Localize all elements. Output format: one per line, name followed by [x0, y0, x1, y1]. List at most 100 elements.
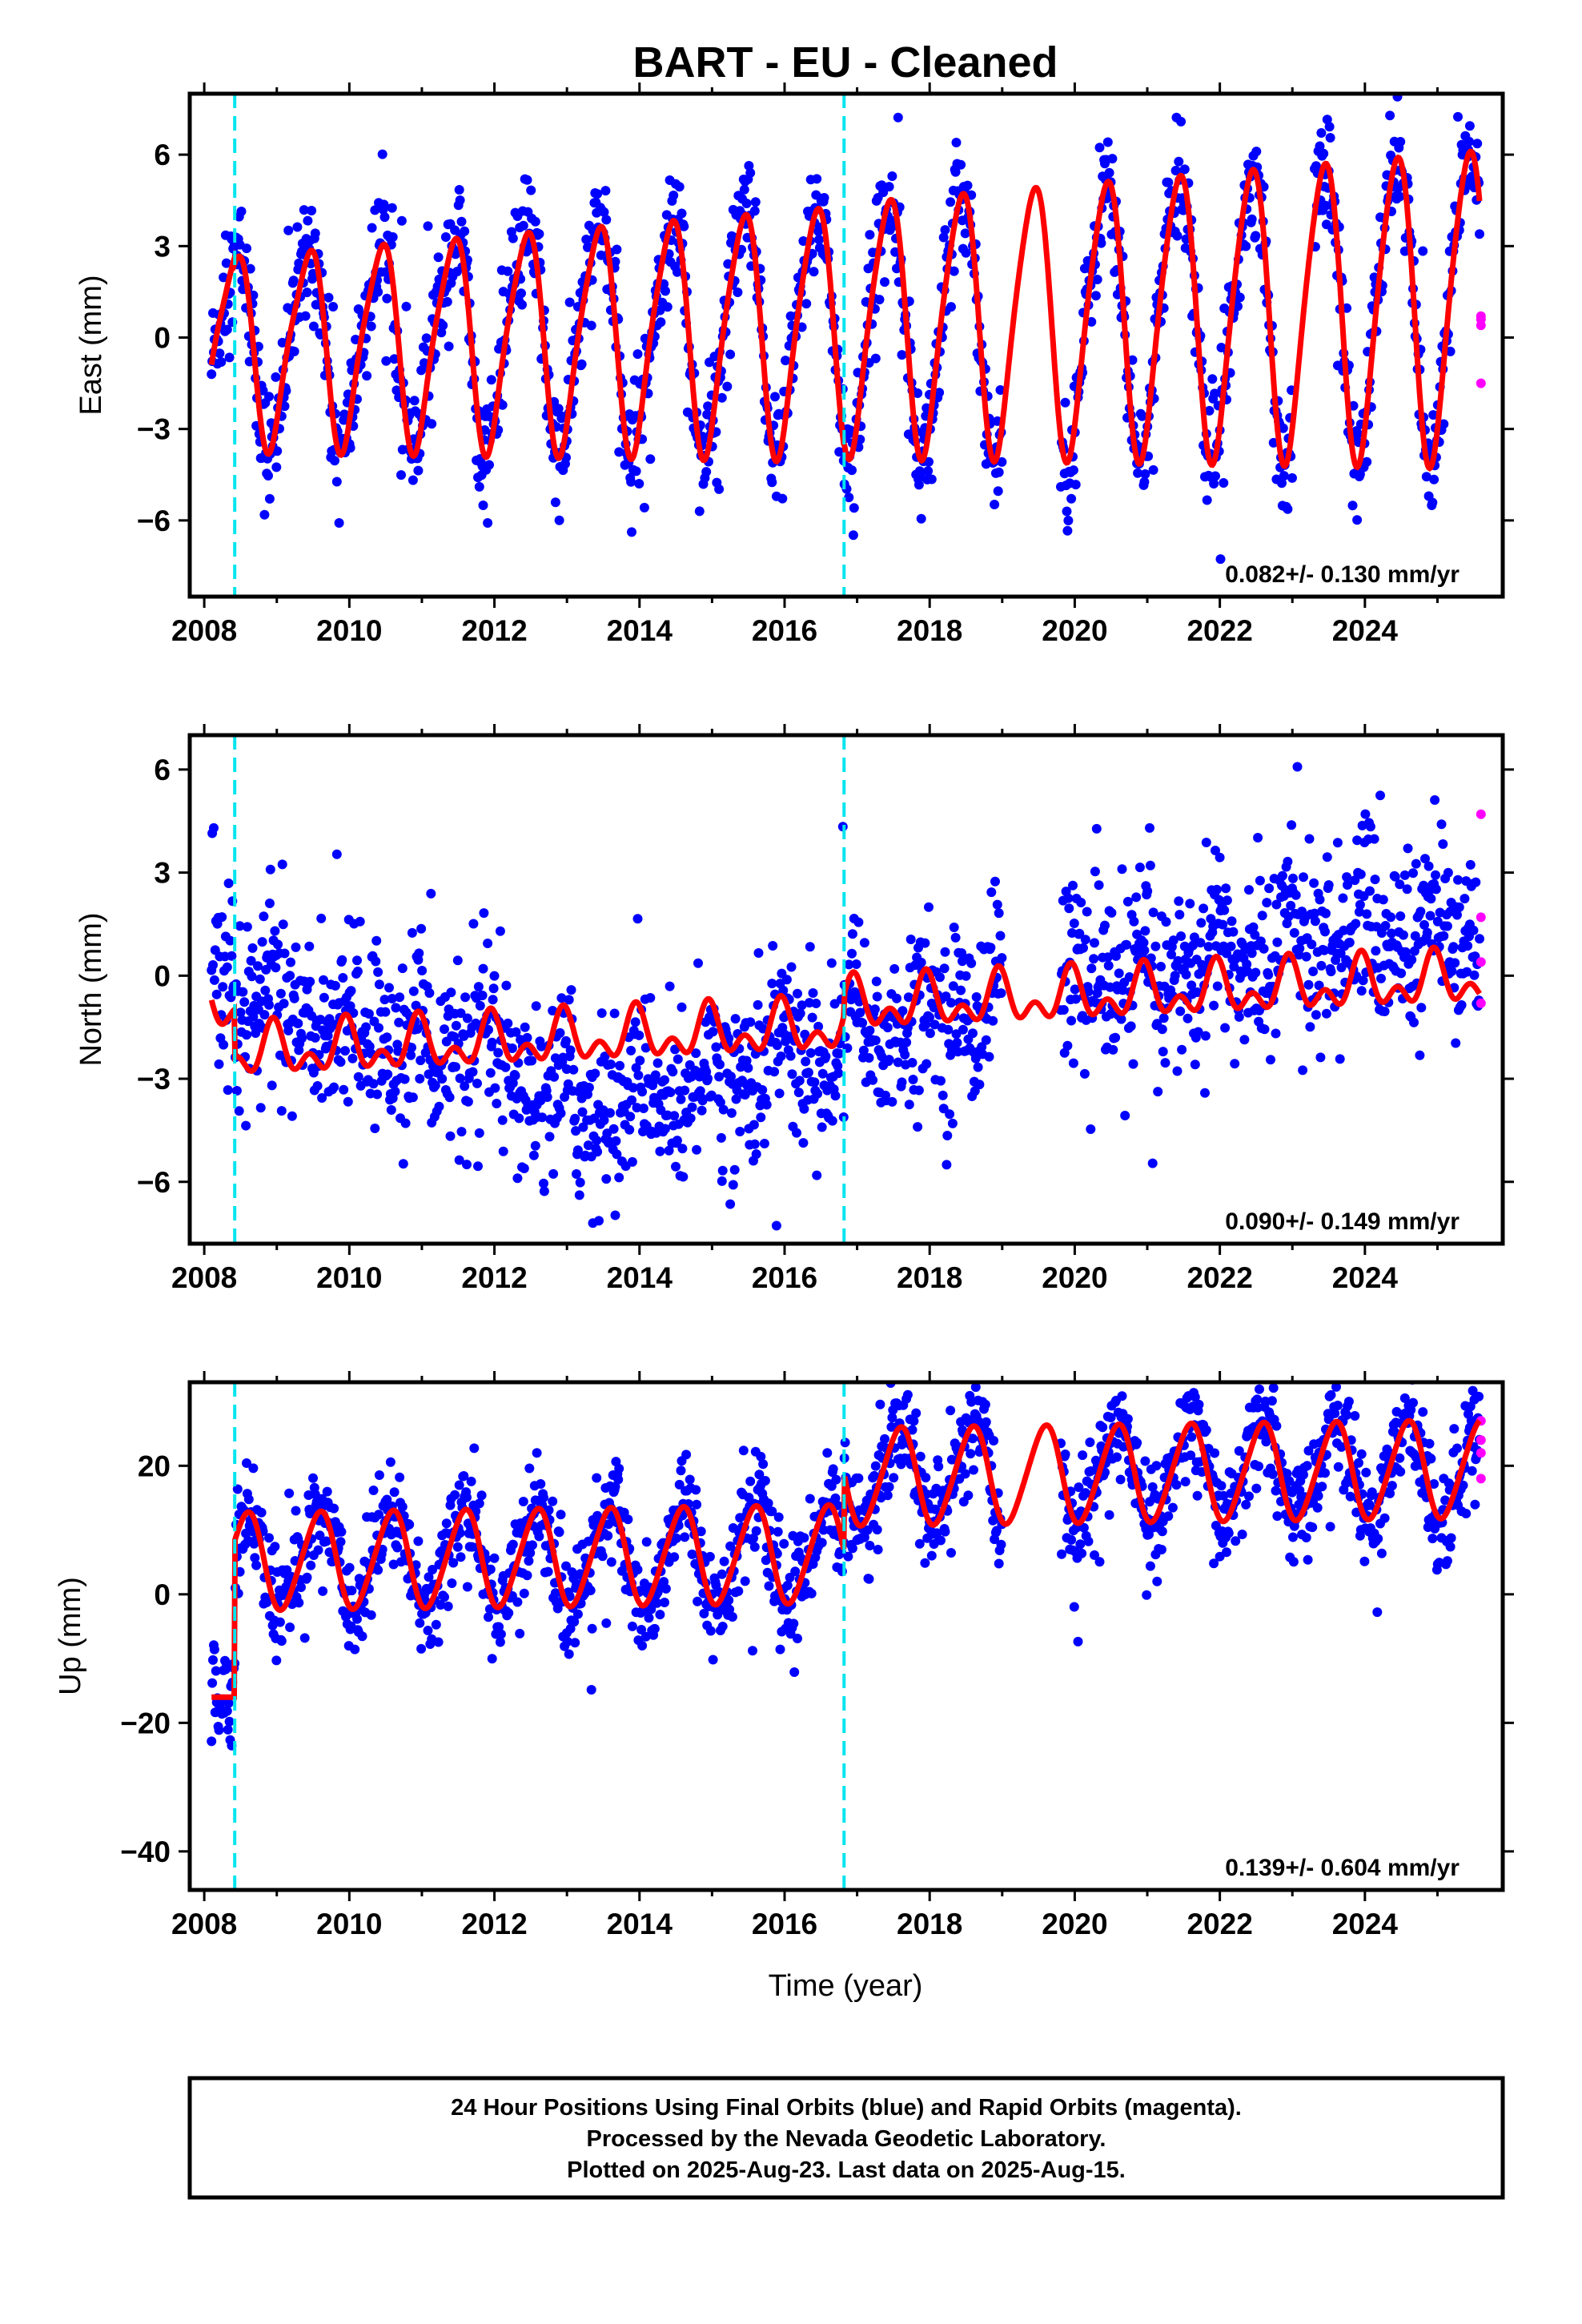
up-final-point: [980, 1399, 990, 1409]
up-final-point: [544, 1505, 554, 1515]
north-final-point: [1201, 838, 1211, 847]
east-final-point: [672, 267, 682, 277]
east-final-point: [423, 221, 433, 231]
north-final-point: [1320, 927, 1330, 937]
east-final-point: [744, 161, 754, 171]
east-final-point: [401, 301, 412, 312]
east-final-point: [518, 220, 528, 231]
north-final-point: [1212, 981, 1223, 991]
north-final-point: [1211, 884, 1222, 895]
up-final-point: [779, 1538, 789, 1549]
north-final-point: [1126, 1021, 1136, 1031]
up-final-point: [250, 1553, 260, 1563]
north-final-point: [1106, 1009, 1116, 1019]
north-final-point: [995, 931, 1006, 941]
north-final-point: [851, 959, 861, 969]
north-final-point: [1264, 883, 1275, 894]
north-final-point: [584, 1083, 594, 1092]
north-final-point: [812, 1170, 822, 1180]
north-final-point: [1062, 1040, 1073, 1051]
up-final-point: [930, 1504, 941, 1514]
north-final-point: [913, 1085, 924, 1096]
north-final-point: [387, 994, 397, 1003]
north-final-point: [223, 879, 234, 888]
north-x-tick-label: 2018: [897, 1261, 962, 1294]
north-final-point: [1138, 938, 1149, 948]
up-final-point: [528, 1540, 537, 1550]
north-final-point: [986, 943, 996, 953]
up-final-point: [1106, 1413, 1116, 1423]
north-final-point: [310, 1032, 320, 1043]
north-final-point: [940, 947, 950, 957]
up-final-point: [336, 1526, 347, 1537]
north-final-point: [316, 913, 327, 923]
east-x-ticks: 2008 2010 2012 2014 2016 2018 2020 2022 2024: [171, 82, 1439, 647]
north-final-point: [416, 923, 427, 934]
east-final-point: [1287, 472, 1297, 483]
up-final-point: [915, 1451, 926, 1462]
north-final-point: [361, 1022, 371, 1032]
north-final-point: [335, 1057, 346, 1068]
north-final-point: [761, 1100, 772, 1110]
up-final-point: [397, 1502, 408, 1512]
north-final-point: [821, 1051, 831, 1062]
east-final-point: [1060, 397, 1070, 408]
east-final-point: [940, 225, 950, 235]
east-final-point: [679, 221, 689, 231]
east-final-point: [389, 354, 400, 364]
east-final-point: [600, 186, 611, 196]
north-final-point: [1118, 985, 1128, 995]
north-final-point: [1250, 930, 1260, 940]
east-final-point: [455, 195, 465, 205]
north-final-point: [808, 988, 818, 998]
north-final-point: [380, 1007, 391, 1017]
up-final-point: [627, 1621, 637, 1631]
up-final-point: [767, 1506, 777, 1517]
east-final-point: [460, 226, 470, 236]
up-final-point: [773, 1512, 784, 1522]
up-final-point: [1251, 1483, 1262, 1494]
east-final-point: [1176, 116, 1186, 127]
north-final-point: [287, 1111, 297, 1121]
up-final-point: [1373, 1534, 1383, 1544]
east-final-point: [1233, 301, 1243, 312]
up-final-point: [586, 1685, 596, 1695]
east-final-point: [1209, 479, 1219, 489]
up-final-point: [1339, 1372, 1349, 1381]
east-final-point: [874, 295, 885, 305]
north-final-point: [1242, 959, 1252, 970]
east-final-point: [814, 235, 824, 245]
east-final-point: [1251, 231, 1261, 241]
up-final-point: [970, 1382, 981, 1393]
north-final-point: [901, 1037, 912, 1047]
north-final-point: [1299, 872, 1308, 883]
north-final-point: [813, 1088, 823, 1099]
east-final-point: [1439, 419, 1449, 429]
north-final-point: [1425, 911, 1435, 921]
up-final-point: [1367, 1487, 1377, 1498]
up-final-point: [1090, 1550, 1099, 1560]
north-final-point: [1122, 939, 1132, 950]
east-final-point: [1179, 164, 1190, 175]
north-rapid-point: [1476, 957, 1486, 967]
up-final-point: [592, 1510, 603, 1521]
up-final-point: [1078, 1450, 1088, 1461]
north-final-point: [574, 1190, 584, 1200]
north-final-point: [990, 876, 1000, 887]
north-final-point: [353, 1072, 363, 1082]
north-final-point: [415, 1074, 425, 1084]
north-x-tick-label: 2012: [461, 1261, 527, 1294]
north-final-point: [218, 982, 228, 992]
east-final-point: [913, 480, 924, 490]
north-final-point: [635, 1055, 645, 1066]
up-final-point: [847, 1543, 857, 1554]
east-final-point: [1319, 148, 1329, 159]
up-final-point: [1151, 1461, 1162, 1471]
north-final-point: [397, 963, 408, 974]
up-final-point: [208, 1655, 218, 1665]
up-final-point: [1167, 1502, 1178, 1513]
north-final-point: [1351, 919, 1361, 929]
north-final-point: [1185, 899, 1195, 909]
north-final-point: [548, 1006, 558, 1015]
north-final-point: [374, 1023, 383, 1033]
